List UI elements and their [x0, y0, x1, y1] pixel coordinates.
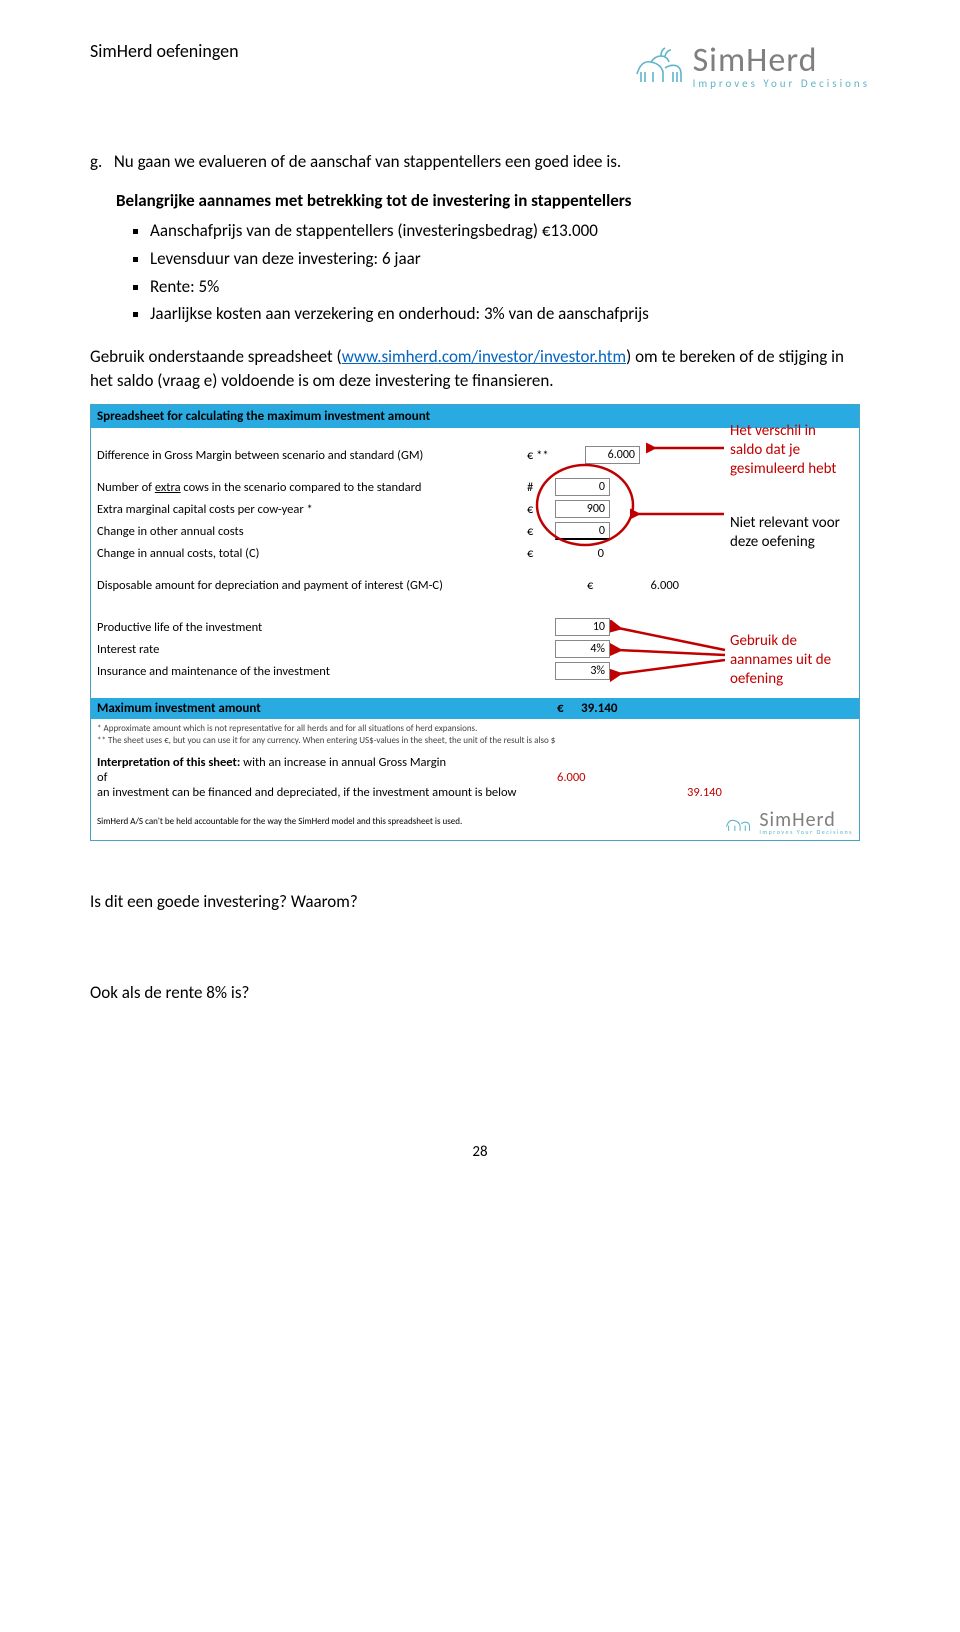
assumptions-title: Belangrijke aannames met betrekking tot … — [116, 189, 870, 214]
question-1: Is dit een goede investering? Waarom? — [90, 891, 870, 912]
input-other-costs[interactable]: 0 — [555, 522, 610, 540]
logo-wordmark: SimHerd — [693, 40, 818, 81]
row-extra-cows: Number of extra cows in the scenario com… — [97, 476, 853, 498]
bullet-1: Aanschafprijs van de stappentellers (inv… — [150, 219, 870, 244]
page-header: SimHerd oefeningen SimHerd Improves Your… — [90, 40, 870, 90]
assumptions-list: Aanschafprijs van de stappentellers (inv… — [90, 219, 870, 327]
simherd-logo: SimHerd Improves Your Decisions — [631, 40, 870, 90]
annotation-1: Het verschil in saldo dat je gesimuleerd… — [730, 422, 850, 478]
item-g-text: Nu gaan we evalueren of de aanschaf van … — [114, 151, 621, 172]
investor-link[interactable]: www.simherd.com/investor/investor.htm — [342, 346, 626, 367]
bullet-3: Rente: 5% — [150, 275, 870, 300]
mini-logo: SimHerd Improves Your Decisions — [723, 808, 853, 836]
logo-tagline: Improves Your Decisions — [693, 77, 870, 90]
doc-title: SimHerd oefeningen — [90, 40, 239, 62]
annotation-3: Gebruik de aannames uit de oefening — [730, 632, 850, 688]
page-number: 28 — [90, 1143, 870, 1161]
input-insurance[interactable]: 3% — [555, 662, 610, 680]
bullet-4: Jaarlijkse kosten aan verzekering en ond… — [150, 302, 870, 327]
interpretation: Interpretation of this sheet: with an in… — [91, 751, 859, 804]
row-disposable: Disposable amount for depreciation and p… — [97, 574, 853, 596]
cow-icon — [631, 42, 687, 88]
input-cap-costs[interactable]: 900 — [555, 500, 610, 518]
input-rate[interactable]: 4% — [555, 640, 610, 658]
input-gm[interactable]: 6.000 — [585, 446, 640, 464]
spreadsheet-footer: SimHerd A/S can't be held accountable fo… — [91, 804, 859, 840]
footnotes: * Approximate amount which is not repres… — [91, 719, 859, 750]
question-2: Ook als de rente 8% is? — [90, 982, 870, 1003]
row-max-investment: Maximum investment amount € 39.140 — [91, 698, 859, 719]
annotation-2: Niet relevant voor deze oefening — [730, 514, 850, 552]
input-life[interactable]: 10 — [555, 618, 610, 636]
bullet-2: Levensduur van deze investering: 6 jaar — [150, 247, 870, 272]
item-g-prefix: g. — [90, 151, 102, 172]
item-g: g. Nu gaan we evalueren of de aanschaf v… — [90, 150, 870, 175]
input-extra-cows[interactable]: 0 — [555, 478, 610, 496]
para-instruction: Gebruik onderstaande spreadsheet (www.si… — [90, 345, 870, 394]
